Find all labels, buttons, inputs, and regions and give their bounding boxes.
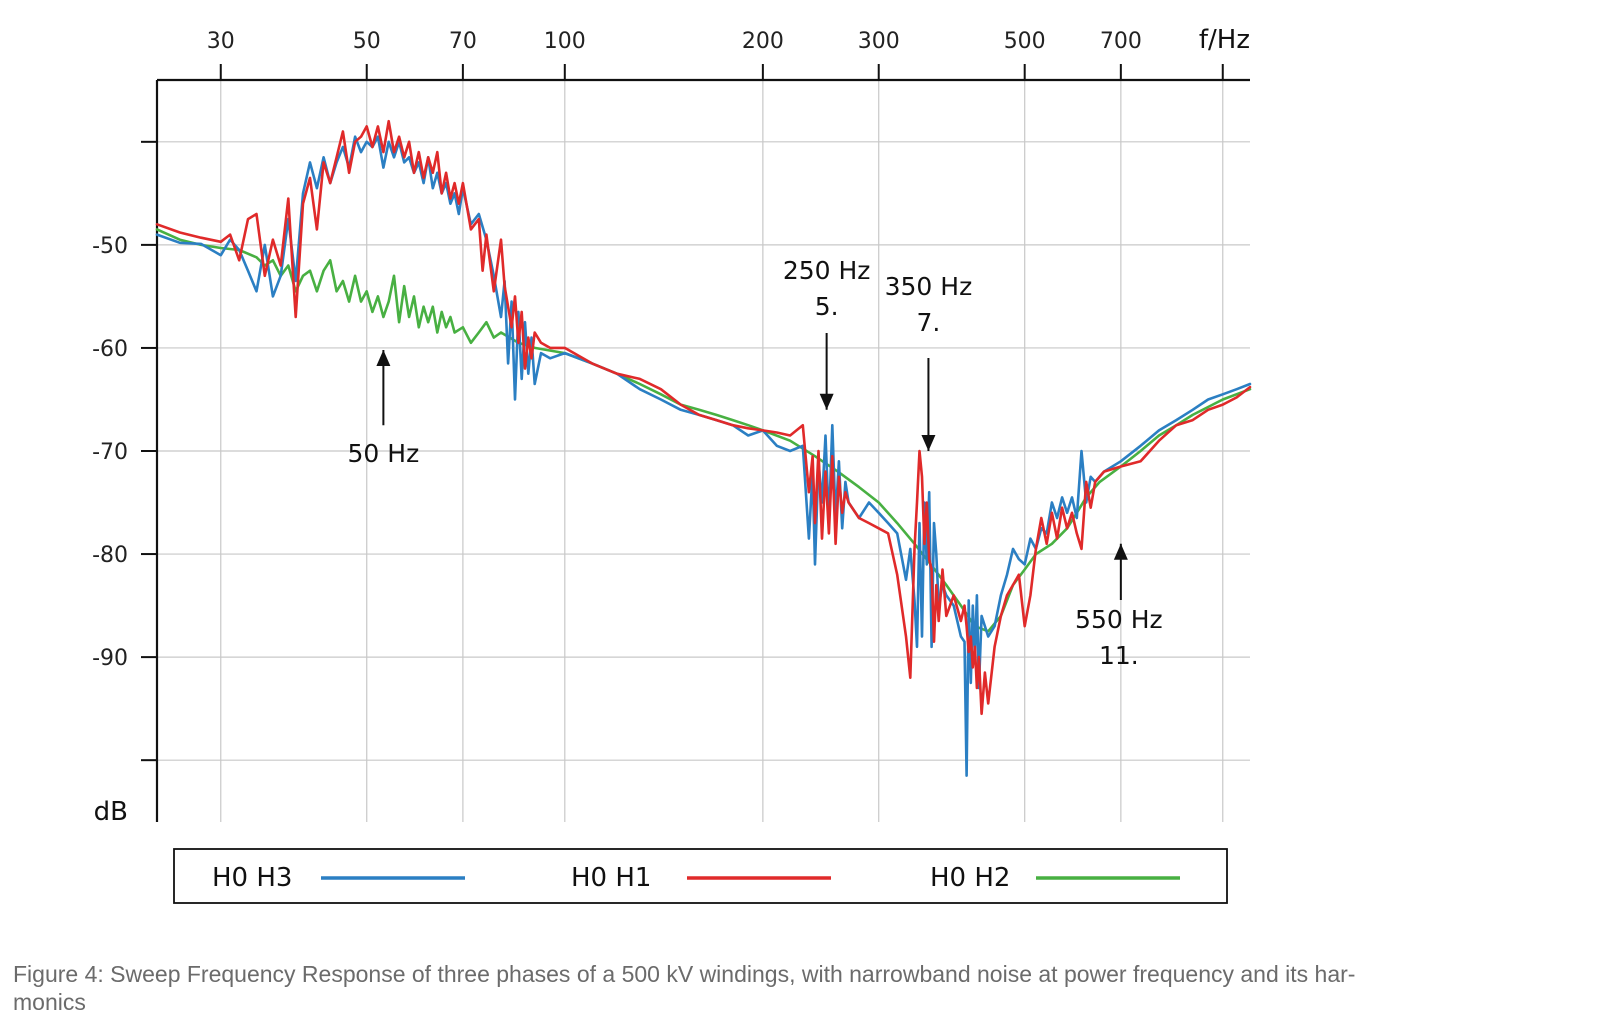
- annotation-350hz-label: 7.: [917, 308, 941, 337]
- y-tick-label: -50: [92, 234, 128, 259]
- x-tick-label: 200: [742, 29, 784, 54]
- series-lines: [155, 119, 1252, 777]
- x-tick-label: 300: [858, 29, 900, 54]
- caption-line-2: monics: [13, 989, 86, 1015]
- figure-caption: Figure 4: Sweep Frequency Response of th…: [13, 960, 1588, 1016]
- series-line-h0-h2: [155, 228, 1252, 633]
- series-line-h0-h3: [155, 135, 1252, 777]
- legend-label: H0 H3: [212, 863, 292, 893]
- x-tick-label: 30: [207, 29, 235, 54]
- annotation-50hz-label: 50 Hz: [348, 439, 420, 468]
- annotation-350hz-arrow-head: [921, 435, 936, 451]
- annotation-350hz-label: 350 Hz: [885, 272, 973, 301]
- annotation-250hz-label: 5.: [815, 292, 839, 321]
- x-tick-label: 50: [353, 29, 381, 54]
- x-tick-label: 700: [1100, 29, 1142, 54]
- series-line-h0-h1: [155, 119, 1252, 716]
- x-tick-label: 500: [1004, 29, 1046, 54]
- legend-label: H0 H1: [571, 863, 651, 893]
- caption-line-1: Figure 4: Sweep Frequency Response of th…: [13, 961, 1356, 987]
- annotations: 50 Hz 250 Hz 5. 350 Hz 7. 550 Hz 11.: [348, 256, 1163, 670]
- annotation-250hz-arrow-head: [819, 393, 834, 410]
- annotation-550hz-arrow-head: [1113, 543, 1128, 560]
- legend-label: H0 H2: [930, 863, 1010, 893]
- x-tick-label: 70: [449, 29, 477, 54]
- y-tick-label: -70: [92, 440, 128, 465]
- x-axis-label: f/Hz: [1199, 25, 1250, 55]
- y-tick-label: -60: [92, 337, 128, 362]
- frequency-response-chart: 30 50 70 100 200 300 500 700 -50 -60 -70 -80 -90 f/Hz…: [92, 25, 1252, 904]
- y-tick-label: -90: [92, 646, 128, 671]
- y-tick-label: -80: [92, 543, 128, 568]
- grid: [157, 80, 1250, 822]
- annotation-550hz-label: 11.: [1099, 641, 1139, 670]
- y-axis-label: dB: [94, 797, 128, 827]
- x-tick-label: 100: [544, 29, 586, 54]
- annotation-550hz-label: 550 Hz: [1075, 605, 1163, 634]
- annotation-250hz-label: 250 Hz: [783, 256, 871, 285]
- axes: 30 50 70 100 200 300 500 700 -50 -60 -70 -80 -90 f/Hz…: [92, 25, 1250, 827]
- legend-box: [173, 848, 1228, 904]
- annotation-50hz-arrow-head: [376, 349, 391, 366]
- legend: H0 H3 H0 H1 H0 H2: [173, 848, 1228, 904]
